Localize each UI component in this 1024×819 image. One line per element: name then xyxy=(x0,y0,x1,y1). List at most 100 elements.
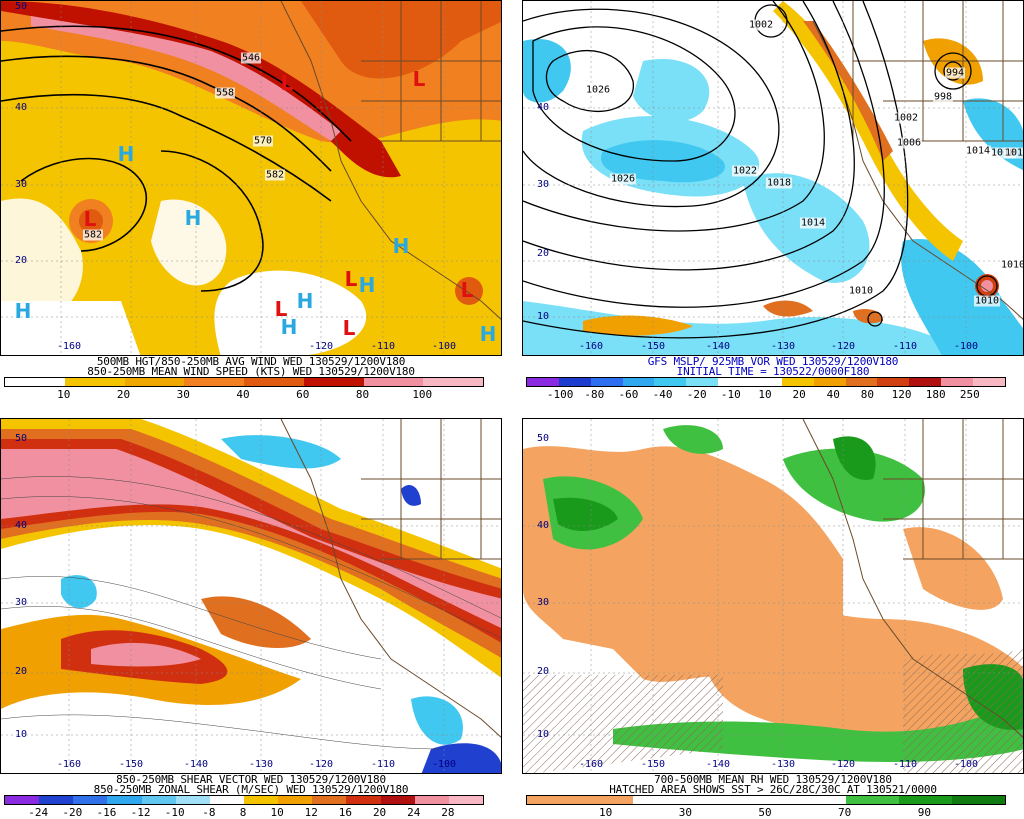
colorbar-ticks: 10 20 30 40 60 80 100 xyxy=(4,388,482,401)
colorbar-tick-label: -16 xyxy=(96,806,117,819)
lon-label: -120 xyxy=(830,759,856,770)
colorbar-swatch xyxy=(243,796,279,804)
colorbar-swatch xyxy=(813,378,846,386)
isobar-label: 1014 xyxy=(799,217,827,229)
lat-label: 30 xyxy=(15,179,28,190)
colorbar-tick-label: 24 xyxy=(407,806,421,819)
colorbar-swatch xyxy=(622,378,655,386)
colorbar-tick-label: 10 xyxy=(758,388,772,401)
lat-label: 30 xyxy=(537,597,550,608)
colorbar-tick-label: -10 xyxy=(720,388,741,401)
colorbar-swatch xyxy=(527,796,581,804)
colorbar-tick-label: 80 xyxy=(355,388,370,401)
lon-label: -150 xyxy=(118,759,144,770)
contour-label: 570 xyxy=(252,135,274,147)
colorbar-tick-label: 100 xyxy=(412,388,433,401)
colorbar-tick-label: 10 xyxy=(599,806,613,819)
high-pressure-marker: H xyxy=(14,299,32,323)
colorbar-swatch xyxy=(423,378,483,386)
colorbar-tick-label: -24 xyxy=(28,806,49,819)
isobar-label: 1026 xyxy=(584,84,612,96)
map-shear: 50 40 30 20 10 -160 -150 -140 -130 -120 … xyxy=(0,418,502,774)
contour-label: 558 xyxy=(214,87,236,99)
lat-label: 20 xyxy=(537,248,550,259)
lat-label: 20 xyxy=(15,255,28,266)
colorbar-swatch xyxy=(750,378,782,386)
colorbar-tick-label: -20 xyxy=(62,806,83,819)
high-pressure-marker: H xyxy=(392,234,410,258)
colorbar-swatch xyxy=(845,378,878,386)
lat-label: 20 xyxy=(537,666,550,677)
colorbar-swatch xyxy=(303,378,364,386)
high-pressure-marker: H xyxy=(479,322,497,346)
colorbar-swatch xyxy=(580,796,634,804)
lon-label: -140 xyxy=(705,341,731,352)
colorbar-swatch xyxy=(209,796,244,804)
shear-field xyxy=(1,419,501,773)
low-pressure-marker: L xyxy=(274,297,288,321)
contour-label: 546 xyxy=(240,52,262,64)
colorbar-tick-label: 20 xyxy=(792,388,806,401)
colorbar-swatch xyxy=(973,378,1005,386)
isobar-label: 1006 xyxy=(895,137,923,149)
lat-label: 20 xyxy=(15,666,28,677)
map-mslp: 40 30 20 10 -160 -150 -140 -130 -120 -11… xyxy=(522,0,1024,356)
colorbar-swatch xyxy=(898,796,952,804)
colorbar-ticks: -24 -20 -16 -12 -10 -8 8 10 12 16 20 24 28 xyxy=(4,806,482,819)
colorbar-tick-label: -20 xyxy=(686,388,707,401)
colorbar-swatch xyxy=(346,796,381,804)
colorbar-swatch xyxy=(739,796,793,804)
contour-label: 582 xyxy=(82,229,104,241)
colorbar-tick-label: 28 xyxy=(441,806,455,819)
isobar-label: 1018 xyxy=(765,177,793,189)
colorbar-swatch xyxy=(64,378,125,386)
colorbar-swatch xyxy=(877,378,910,386)
colorbar-tick-label: 10 xyxy=(270,806,284,819)
colorbar-tick-label: -80 xyxy=(584,388,605,401)
lat-label: 50 xyxy=(15,433,28,444)
colorbar-swatch xyxy=(686,796,740,804)
lon-label: -160 xyxy=(578,759,604,770)
colorbar-tick-label: -10 xyxy=(164,806,185,819)
colorbar-tick-label: 120 xyxy=(891,388,912,401)
lon-label: -160 xyxy=(56,341,82,352)
panel-wind-speed: 50 40 30 20 -160 -120 -110 -100 546 558 … xyxy=(0,0,502,401)
lon-label: -100 xyxy=(953,341,979,352)
high-pressure-marker: H xyxy=(358,273,376,297)
lon-label: -150 xyxy=(640,759,666,770)
lon-label: -120 xyxy=(308,341,334,352)
colorbar-tick-label: 10 xyxy=(57,388,71,401)
panel-caption: 700-500MB MEAN RH WED 130529/1200V180 xyxy=(654,773,892,786)
lon-label: -110 xyxy=(892,341,918,352)
colorbar-tick-label: -100 xyxy=(546,388,574,401)
colorbar-tick-label: 16 xyxy=(338,806,353,819)
colorbar-tick-label: 20 xyxy=(116,388,131,401)
lon-label: -130 xyxy=(770,759,796,770)
lon-label: -100 xyxy=(953,759,979,770)
lon-label: -110 xyxy=(370,759,396,770)
contour-label: 582 xyxy=(264,169,286,181)
lon-label: -160 xyxy=(56,759,82,770)
rh-field xyxy=(523,419,1023,773)
colorbar-swatch xyxy=(175,796,210,804)
colorbar-swatch xyxy=(654,378,687,386)
colorbar xyxy=(4,377,484,387)
panel-caption: 850-250MB MEAN WIND SPEED (KTS) WED 1305… xyxy=(87,365,415,378)
high-pressure-marker: H xyxy=(280,315,298,339)
colorbar-swatch xyxy=(244,378,304,386)
colorbar-swatch xyxy=(792,796,846,804)
lon-label: -150 xyxy=(640,341,666,352)
lat-label: 40 xyxy=(15,102,28,113)
colorbar-tick-label: 70 xyxy=(838,806,852,819)
colorbar-swatch xyxy=(380,796,415,804)
colorbar-swatch xyxy=(448,796,483,804)
colorbar-swatch xyxy=(527,378,559,386)
panel-caption: INITIAL TIME = 130522/0000F180 xyxy=(676,365,870,378)
colorbar-tick-label: 60 xyxy=(296,388,310,401)
lat-label: 10 xyxy=(15,729,28,740)
colorbar-tick-label: 30 xyxy=(678,806,692,819)
colorbar-tick-label: 180 xyxy=(925,388,946,401)
lat-label: 50 xyxy=(537,433,550,444)
colorbar xyxy=(526,377,1006,387)
colorbar-tick-label: 40 xyxy=(236,388,250,401)
